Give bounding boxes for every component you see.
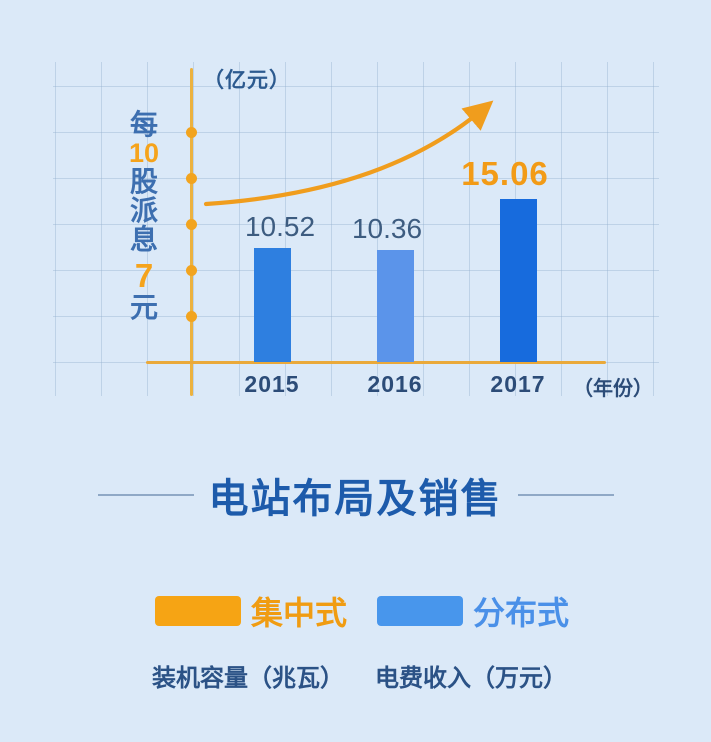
caption-char: 元 — [129, 291, 158, 323]
caption-char: 息 — [129, 224, 158, 256]
value-label: 15.06 — [461, 155, 549, 192]
legend-label: 分布式 — [473, 595, 570, 631]
bar-2015 — [253, 248, 291, 362]
footer-label: 电费收入（万元） — [375, 665, 567, 692]
footer-label: 装机容量（兆瓦） — [152, 665, 344, 692]
value-label: 10.36 — [351, 213, 423, 244]
caption-char: 7 — [134, 256, 154, 294]
legend-item: 集中式 — [155, 588, 347, 634]
section-title: 电站布局及销售 — [208, 477, 503, 521]
bar-2017 — [499, 199, 537, 362]
bar-2016 — [376, 250, 414, 362]
caption-char: 派 — [129, 195, 158, 227]
section-header: 电站布局及销售 — [0, 466, 711, 524]
x-axis-unit-label: （年份） — [573, 378, 653, 400]
dividend-caption: 每 10 股派息 7 元 — [118, 110, 170, 322]
divider-line-right — [517, 494, 614, 496]
legend-label: 集中式 — [251, 595, 348, 631]
y-axis-tick-dot — [186, 126, 197, 138]
x-tick-label: 2017 — [490, 371, 546, 397]
legend-swatch — [377, 596, 463, 626]
caption-char: 10 — [128, 138, 160, 169]
x-tick-label: 2015 — [244, 371, 300, 397]
x-tick-label: 2016 — [367, 371, 423, 397]
y-axis-tick-dot — [186, 264, 197, 276]
y-axis-tick-dot — [186, 310, 197, 322]
caption-char: 每 — [129, 109, 158, 140]
divider-line-left — [97, 494, 194, 496]
y-axis — [190, 68, 193, 396]
legend-swatch — [155, 596, 241, 626]
y-axis-tick-dot — [186, 218, 197, 230]
legend-item: 分布式 — [377, 588, 569, 634]
value-label: 10.52 — [244, 211, 316, 242]
x-axis — [146, 361, 606, 364]
y-axis-unit-label: （亿元） — [203, 69, 291, 92]
y-axis-tick-dot — [186, 172, 197, 184]
caption-char: 股 — [129, 166, 158, 198]
